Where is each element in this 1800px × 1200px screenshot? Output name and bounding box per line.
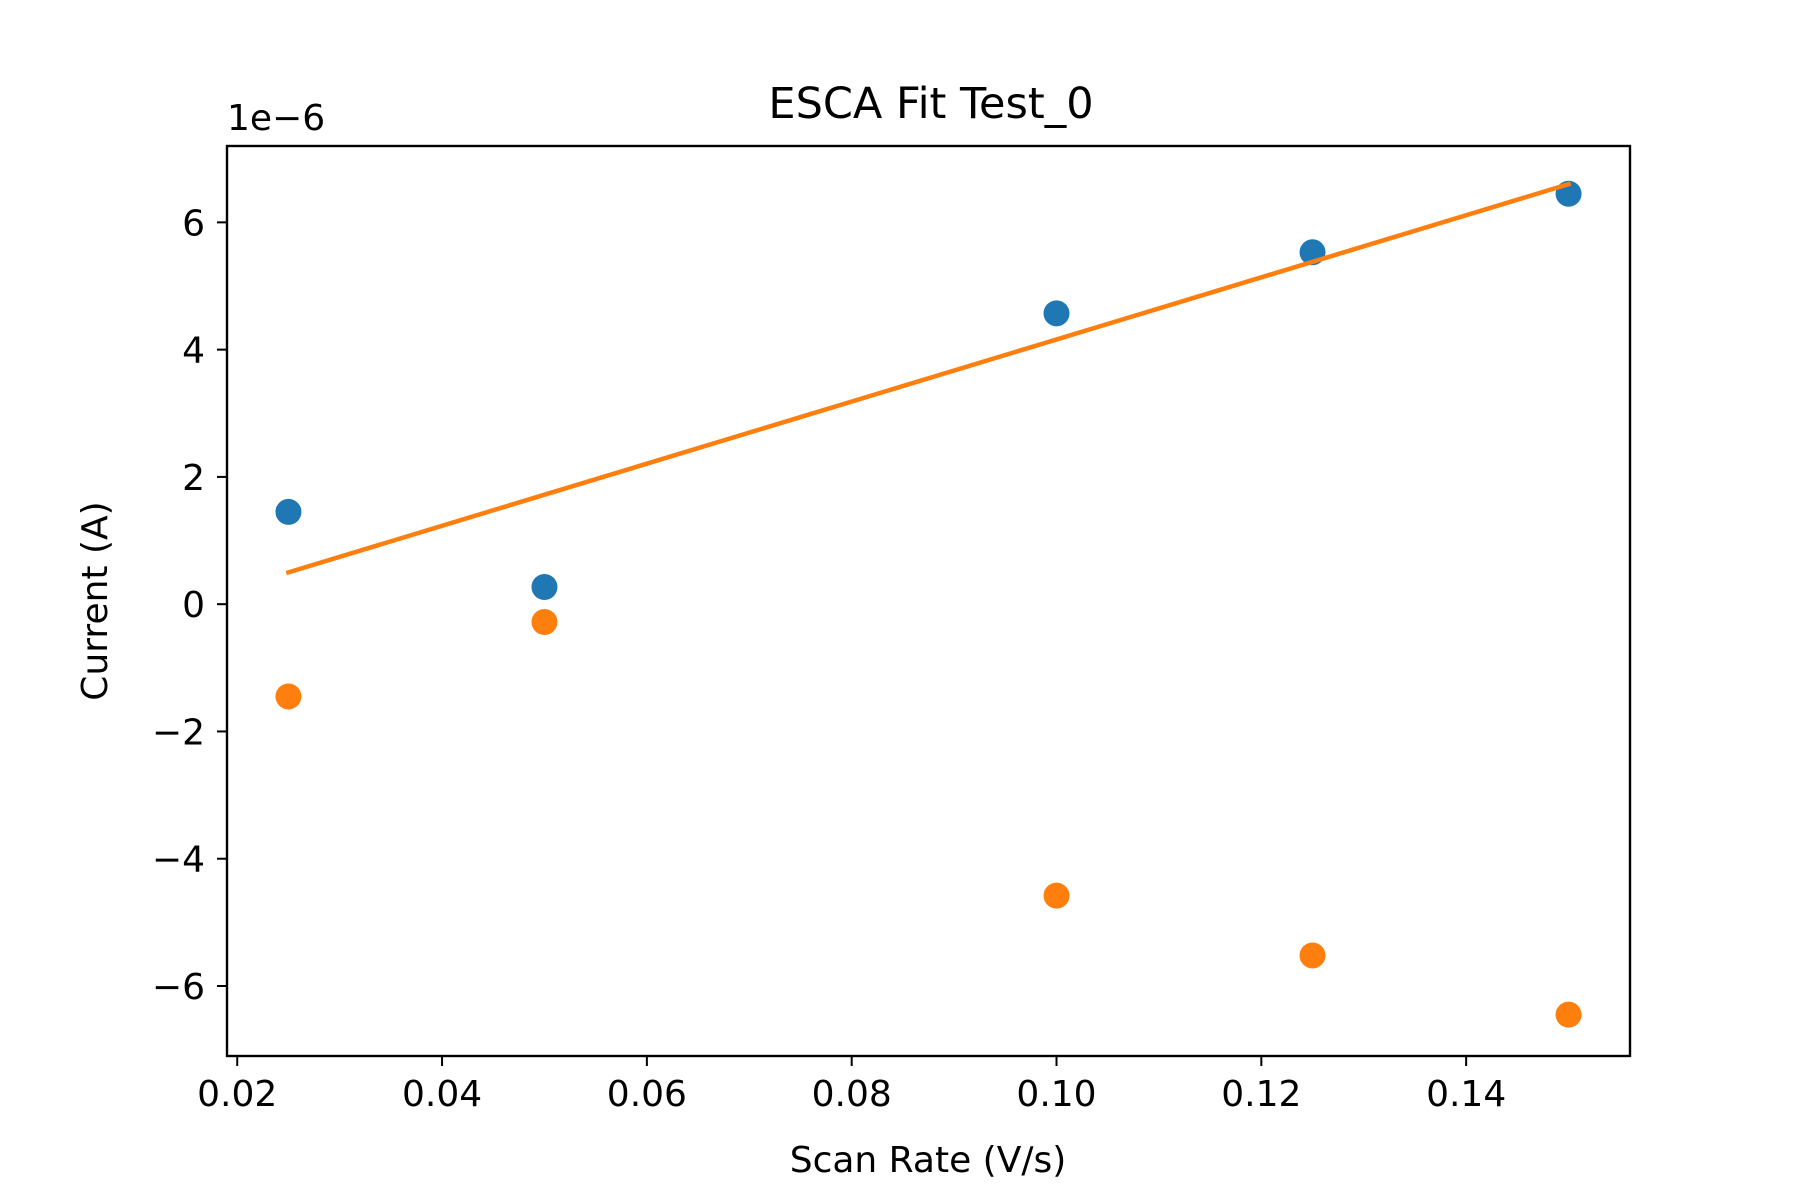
y-tick-label: 2 — [182, 458, 205, 499]
y-tick-label: 4 — [182, 331, 205, 372]
chart-title: ESCA Fit Test_0 — [768, 79, 1093, 129]
y-tick-label: −2 — [152, 712, 205, 753]
x-tick-label: 0.10 — [1016, 1074, 1096, 1115]
data-point-series-2 — [531, 609, 558, 635]
y-tick-label: −4 — [152, 840, 205, 881]
y-offset-label: 1e−6 — [227, 98, 325, 139]
y-tick-label: 6 — [182, 203, 205, 244]
x-axis: 0.02 0.04 0.06 0.08 0.10 0.12 0.14 — [197, 1056, 1506, 1115]
data-point-series-1 — [1043, 300, 1070, 327]
x-tick-label: 0.02 — [197, 1074, 277, 1115]
data-point-series-1 — [531, 574, 558, 600]
x-tick-label: 0.06 — [607, 1074, 687, 1115]
plot-frame — [225, 144, 1632, 1058]
fit-line — [285, 181, 1572, 576]
data-point-series-2 — [1299, 942, 1326, 969]
x-tick-label: 0.14 — [1426, 1074, 1506, 1115]
data-point-series-1 — [275, 498, 302, 525]
data-point-series-2 — [275, 683, 302, 710]
plot-area — [275, 180, 1582, 1028]
y-axis: −6 −4 −2 0 2 4 6 — [152, 203, 227, 1008]
x-tick-label: 0.08 — [812, 1074, 892, 1115]
y-tick-label: 0 — [182, 585, 205, 626]
x-axis-label: Scan Rate (V/s) — [790, 1140, 1067, 1181]
data-point-series-2 — [1043, 882, 1070, 909]
y-axis-label: Current (A) — [75, 501, 116, 700]
data-point-series-2 — [1555, 1001, 1582, 1028]
y-tick-label: −6 — [152, 967, 205, 1008]
x-tick-label: 0.04 — [402, 1074, 482, 1115]
x-tick-label: 0.12 — [1221, 1074, 1301, 1115]
